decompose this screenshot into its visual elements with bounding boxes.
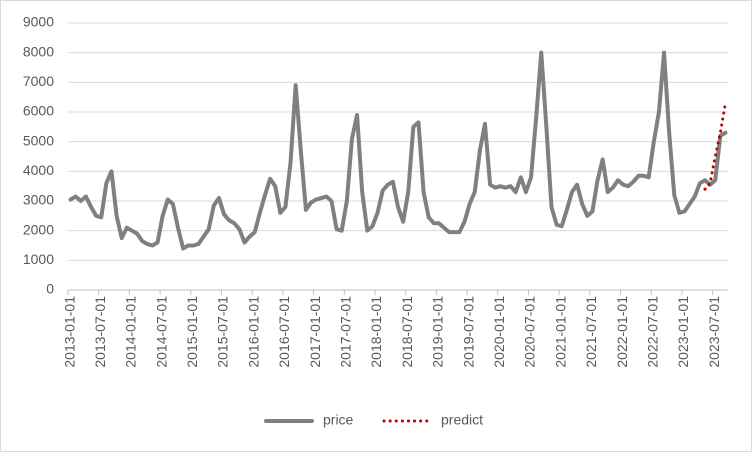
x-tick-label: 2017-07-01 (338, 296, 354, 368)
x-tick-label: 2019-01-01 (430, 296, 446, 368)
x-tick-label: 2020-07-01 (522, 296, 538, 368)
x-tick-label: 2013-01-01 (61, 296, 77, 368)
x-tick-label: 2021-07-01 (583, 296, 599, 368)
x-tick-label: 2014-07-01 (153, 296, 169, 368)
x-tick-label: 2018-01-01 (368, 296, 384, 368)
y-tick-label: 4000 (23, 162, 54, 178)
x-tick-label: 2015-01-01 (184, 296, 200, 368)
x-tick-label: 2015-07-01 (215, 296, 231, 368)
series-line (68, 50, 728, 251)
x-tick-label: 2021-01-01 (552, 296, 568, 368)
y-tick-label: 3000 (23, 192, 54, 208)
x-tick-label: 2016-01-01 (245, 296, 261, 368)
y-tick-label: 2000 (23, 221, 54, 237)
y-tick-label: 8000 (23, 43, 54, 59)
x-tick-label: 2014-01-01 (123, 296, 139, 368)
y-tick-label: 0 (46, 281, 54, 297)
series-line (703, 101, 727, 191)
x-tick-label: 2018-07-01 (399, 296, 415, 368)
y-tick-label: 5000 (23, 132, 54, 148)
legend-label: price (323, 412, 354, 428)
y-tick-label: 1000 (23, 251, 54, 267)
x-tick-label: 2017-01-01 (307, 296, 323, 368)
x-tick-label: 2020-01-01 (491, 296, 507, 368)
x-tick-label: 2023-01-01 (675, 296, 691, 368)
y-tick-label: 9000 (23, 14, 54, 30)
legend-label: predict (441, 412, 483, 428)
y-tick-label: 6000 (23, 103, 54, 119)
x-tick-label: 2022-07-01 (645, 296, 661, 368)
x-tick-label: 2013-07-01 (92, 296, 108, 368)
x-tick-label: 2019-07-01 (460, 296, 476, 368)
y-tick-label: 7000 (23, 73, 54, 89)
x-tick-label: 2023-07-01 (706, 296, 722, 368)
x-tick-label: 2016-07-01 (276, 296, 292, 368)
x-tick-label: 2022-01-01 (614, 296, 630, 368)
